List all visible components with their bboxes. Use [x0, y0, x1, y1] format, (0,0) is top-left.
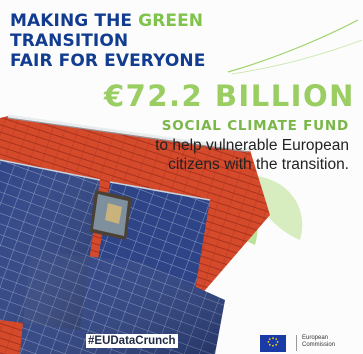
fund-name: SOCIAL CLIMATE FUND: [161, 118, 349, 134]
hashtag: #EUDataCrunch: [86, 334, 178, 348]
logo-text-line-1: European: [302, 335, 329, 341]
european-commission-logo: European Commission: [260, 334, 355, 352]
headline-text: MAKING THE: [10, 11, 139, 31]
eu-flag-icon: [260, 335, 286, 352]
logo-divider: [296, 335, 297, 351]
headline: MAKING THE GREEN TRANSITION FAIR FOR EVE…: [10, 11, 310, 71]
logo-text: European Commission: [302, 335, 335, 349]
subtitle-text: to help vulnerable European citizens wit…: [155, 137, 349, 173]
logo-text-line-2: Commission: [302, 342, 336, 348]
headline-text: TRANSITION: [10, 31, 129, 51]
headline-highlight: GREEN: [138, 11, 204, 31]
headline-line-2: FAIR FOR EVERYONE: [10, 51, 206, 71]
amount-figure: €72.2 BILLION: [104, 79, 355, 113]
